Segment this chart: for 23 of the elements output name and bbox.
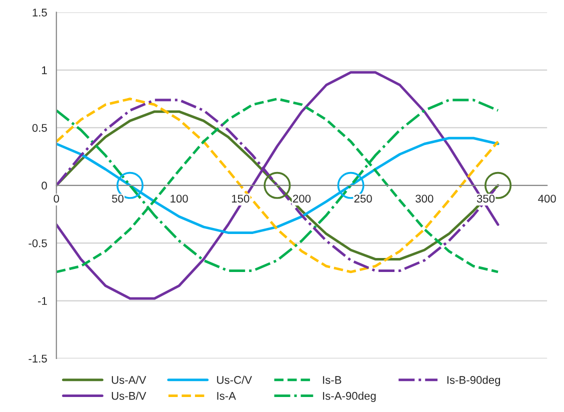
x-tick-label: 350	[476, 194, 495, 203]
x-tick-label: 50	[112, 194, 124, 203]
y-tick-label: -1.5	[28, 354, 47, 363]
legend-label: Us-A/V	[112, 376, 146, 384]
x-tick-label: 400	[538, 194, 556, 203]
legend-label: Us-B/V	[112, 392, 146, 400]
y-tick-label: 1.5	[32, 8, 47, 16]
y-tick-label: 0	[42, 182, 47, 190]
x-tick-label: 150	[232, 194, 250, 203]
y-tick-label: -0.5	[28, 239, 47, 248]
x-tick-label: 200	[293, 194, 311, 203]
x-tick-label: 300	[416, 194, 434, 203]
x-tick-label: 0	[54, 194, 60, 203]
legend-label: Is-A-90deg	[323, 392, 376, 402]
legend-label: Is-A	[217, 392, 236, 400]
y-tick-label: -1	[38, 297, 47, 305]
y-tick-label: 1	[42, 66, 47, 74]
legend-label: Is-B-90deg	[447, 376, 500, 386]
legend-label: Us-C/V	[217, 376, 252, 384]
x-tick-label: 250	[354, 194, 372, 203]
y-tick-label: 0.5	[32, 124, 47, 132]
x-tick-label: 100	[170, 194, 188, 203]
legend-label: Is-B	[323, 376, 342, 384]
